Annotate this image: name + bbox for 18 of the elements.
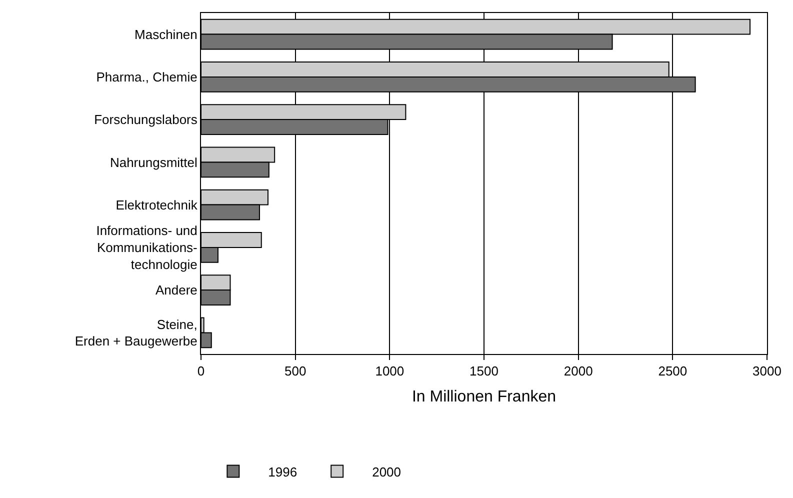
x-tick-label: 500 [284, 364, 306, 379]
x-tick-label: 1500 [470, 364, 498, 379]
x-tick-label: 2000 [564, 364, 593, 379]
x-tick-label: 0 [197, 364, 205, 379]
x-tick-label: 1000 [375, 364, 404, 379]
y-tick-label: Steine, Erden + Baugewerbe [74, 316, 198, 349]
y-tick-label: Informations- und Kommunikations- technologie [96, 223, 198, 272]
y-tick-label: Nahrungsmittel [110, 154, 198, 170]
x-tick-label: 3000 [752, 364, 782, 379]
y-tick-label: Andere [155, 282, 198, 298]
y-tick-label: Elektrotechnik [116, 197, 198, 212]
y-tick-label: Forschungslabors [94, 112, 198, 128]
legend-label: 2000 [372, 464, 402, 480]
x-axis-title: In Millionen Franken [412, 388, 556, 406]
legend-label: 1996 [268, 464, 298, 480]
x-tick-label: 2500 [658, 364, 688, 379]
y-tick-label: Pharma., Chemie [96, 69, 198, 84]
y-tick-label: Maschinen [134, 26, 198, 42]
